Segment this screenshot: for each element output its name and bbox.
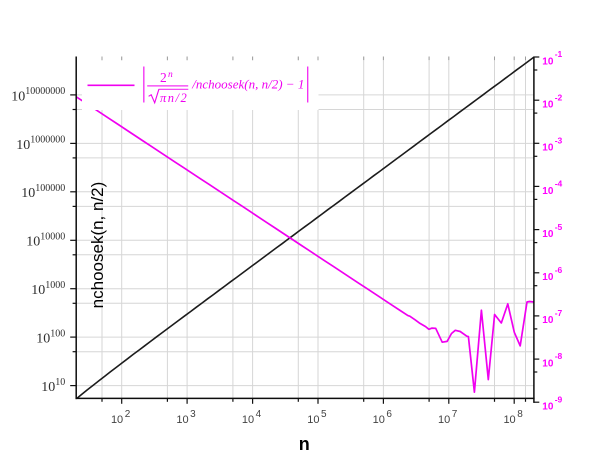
svg-text:3: 3 [190, 409, 196, 420]
svg-text:πn/2: πn/2 [160, 91, 188, 105]
svg-text:-3: -3 [555, 136, 563, 146]
svg-text:-1: -1 [555, 49, 563, 59]
svg-text:nchoosek(n, n/2): nchoosek(n, n/2) [88, 182, 107, 309]
svg-text:10: 10 [503, 414, 515, 426]
svg-text:10: 10 [542, 315, 554, 326]
svg-text:-9: -9 [555, 394, 563, 404]
svg-text:5: 5 [321, 409, 327, 420]
svg-text:10: 10 [438, 414, 450, 426]
svg-text:-5: -5 [555, 222, 563, 232]
svg-text:10: 10 [542, 186, 554, 197]
svg-text:10: 10 [542, 358, 554, 369]
svg-text:10: 10 [542, 402, 554, 413]
svg-text:4: 4 [256, 409, 262, 420]
svg-text:8: 8 [517, 409, 523, 420]
svg-text:6: 6 [386, 409, 392, 420]
svg-text:/nchoosek(n, n/2) − 1: /nchoosek(n, n/2) − 1 [191, 76, 304, 91]
svg-text:-2: -2 [555, 92, 563, 102]
svg-text:10: 10 [542, 143, 554, 154]
svg-text:-8: -8 [555, 351, 563, 361]
svg-text:10: 10 [542, 56, 554, 67]
svg-text:-6: -6 [555, 265, 563, 275]
svg-text:7: 7 [452, 409, 458, 420]
svg-text:2: 2 [125, 409, 131, 420]
svg-text:10: 10 [176, 414, 188, 426]
svg-text:10: 10 [542, 272, 554, 283]
svg-text:10: 10 [373, 414, 385, 426]
svg-text:-4: -4 [555, 179, 563, 189]
svg-text:10: 10 [242, 414, 254, 426]
svg-text:-7: -7 [555, 308, 563, 318]
svg-text:10: 10 [111, 414, 123, 426]
svg-text:n: n [299, 434, 310, 454]
svg-text:10: 10 [542, 100, 554, 111]
svg-text:n: n [168, 70, 173, 80]
svg-text:2: 2 [160, 70, 167, 85]
svg-text:10: 10 [307, 414, 319, 426]
svg-text:10: 10 [542, 229, 554, 240]
